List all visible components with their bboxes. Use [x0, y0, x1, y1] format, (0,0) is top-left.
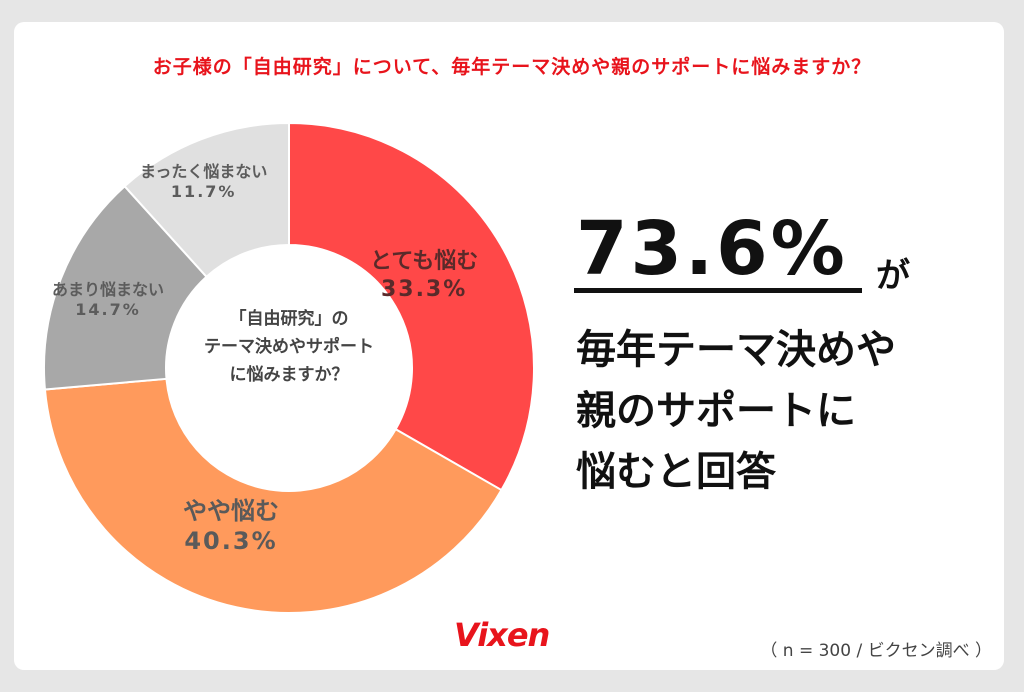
slice-name: とても悩む: [370, 249, 479, 274]
message-line: 親のサポートに: [576, 388, 856, 434]
slice-value: 33.3%: [380, 276, 468, 302]
slice-not-much: [43, 184, 208, 391]
slice-value: 14.7%: [75, 300, 141, 319]
message-line: 毎年テーマ決めや: [576, 327, 896, 373]
highlight-underline: [574, 288, 862, 293]
highlight-suffix: が: [876, 256, 910, 296]
slice-label-somewhat-worried: やや悩む 40.3%: [183, 496, 279, 556]
highlight-number: 73.6%: [576, 206, 848, 292]
slice-label-not-at-all: まったく悩まない 11.7%: [140, 162, 267, 202]
slice-name: あまり悩まない: [52, 280, 165, 299]
slice-somewhat-worried: [43, 377, 503, 614]
slice-label-very-worried: とても悩む 33.3%: [370, 248, 478, 303]
slice-very-worried: [288, 121, 535, 492]
highlight-message: 毎年テーマ決めや 親のサポートに 悩むと回答: [576, 320, 896, 503]
donut-center-label: 「自由研究」の テーマ決めやサポート に悩みますか？: [179, 305, 399, 389]
center-label-line: 「自由研究」の: [229, 309, 349, 329]
message-line: 悩むと回答: [576, 449, 776, 495]
center-label-line: テーマ決めやサポート: [204, 337, 374, 357]
vixen-logo: Vixen: [454, 616, 550, 654]
chart-title: お子様の「自由研究」について、毎年テーマ決めや親のサポートに悩みますか？: [152, 56, 872, 78]
slice-name: やや悩む: [183, 497, 279, 525]
center-label-line: に悩みますか？: [229, 365, 349, 385]
slice-value: 40.3%: [184, 527, 278, 555]
slice-label-not-much: あまり悩まない 14.7%: [52, 280, 164, 320]
source-footnote: （ n = 300 / ビクセン調べ ）: [760, 641, 992, 661]
slice-value: 11.7%: [170, 182, 237, 201]
slice-name: まったく悩まない: [140, 162, 268, 181]
slice-not-at-all: [123, 121, 290, 279]
